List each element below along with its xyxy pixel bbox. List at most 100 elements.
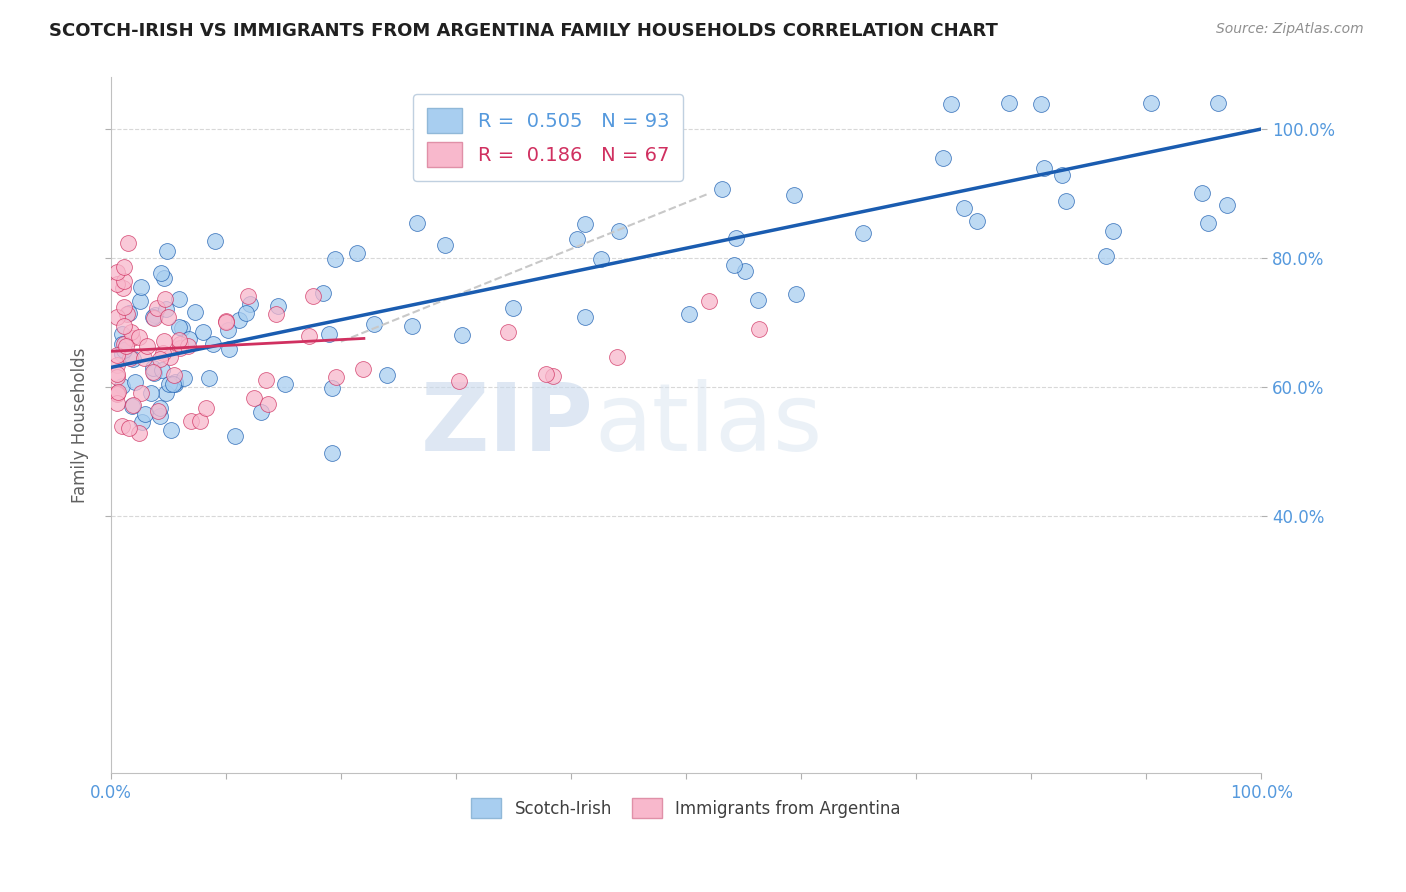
Point <box>318 326 340 341</box>
Point <box>155 385 177 400</box>
Point <box>152 346 174 360</box>
Point <box>239 297 262 311</box>
Point <box>953 201 976 215</box>
Point <box>124 375 146 389</box>
Point <box>434 237 457 252</box>
Point <box>170 320 193 334</box>
Point <box>105 277 128 291</box>
Point <box>325 369 347 384</box>
Point <box>146 404 169 418</box>
Point <box>1033 161 1056 176</box>
Point <box>606 350 628 364</box>
Point <box>321 446 343 460</box>
Text: ZIP: ZIP <box>422 379 593 472</box>
Point <box>118 306 141 320</box>
Point <box>323 252 346 266</box>
Point <box>120 325 142 339</box>
Legend: Scotch-Irish, Immigrants from Argentina: Scotch-Irish, Immigrants from Argentina <box>464 792 907 824</box>
Point <box>184 305 207 319</box>
Point <box>180 414 202 428</box>
Point <box>157 310 180 324</box>
Point <box>534 368 557 382</box>
Point <box>142 361 165 376</box>
Point <box>1191 186 1213 201</box>
Point <box>128 425 150 440</box>
Text: Source: ZipAtlas.com: Source: ZipAtlas.com <box>1216 22 1364 37</box>
Point <box>747 293 769 307</box>
Point <box>697 293 720 308</box>
Point <box>112 336 135 351</box>
Point <box>132 351 155 366</box>
Point <box>723 258 745 272</box>
Point <box>363 317 385 331</box>
Point <box>129 385 152 400</box>
Point <box>121 331 143 345</box>
Point <box>254 374 277 388</box>
Point <box>111 337 134 351</box>
Point <box>112 300 135 314</box>
Point <box>267 300 290 314</box>
Point <box>173 370 195 384</box>
Point <box>118 421 141 435</box>
Point <box>142 366 165 380</box>
Text: SCOTCH-IRISH VS IMMIGRANTS FROM ARGENTINA FAMILY HOUSEHOLDS CORRELATION CHART: SCOTCH-IRISH VS IMMIGRANTS FROM ARGENTIN… <box>49 22 998 40</box>
Point <box>143 310 166 325</box>
Point <box>1050 169 1073 183</box>
Point <box>162 376 184 391</box>
Point <box>725 230 748 244</box>
Point <box>105 359 128 373</box>
Point <box>321 381 343 395</box>
Point <box>115 307 138 321</box>
Point <box>256 397 278 411</box>
Point <box>1095 249 1118 263</box>
Point <box>852 227 875 241</box>
Point <box>941 97 963 112</box>
Point <box>167 320 190 334</box>
Point <box>204 234 226 248</box>
Point <box>111 327 134 342</box>
Point <box>134 407 156 421</box>
Point <box>157 376 180 391</box>
Point <box>447 374 470 388</box>
Point <box>346 246 368 260</box>
Point <box>496 325 519 339</box>
Point <box>236 289 259 303</box>
Point <box>111 378 134 392</box>
Point <box>1206 96 1229 111</box>
Point <box>193 325 215 339</box>
Point <box>149 409 172 423</box>
Point <box>748 322 770 336</box>
Point <box>406 216 429 230</box>
Point <box>149 352 172 367</box>
Point <box>966 214 988 228</box>
Point <box>451 328 474 343</box>
Point <box>112 318 135 333</box>
Point <box>785 287 807 301</box>
Point <box>177 338 200 352</box>
Point <box>112 274 135 288</box>
Point <box>131 415 153 429</box>
Point <box>105 386 128 401</box>
Point <box>155 301 177 316</box>
Point <box>201 337 224 351</box>
Point <box>228 313 250 327</box>
Point <box>145 301 167 315</box>
Point <box>128 293 150 308</box>
Point <box>120 351 142 365</box>
Point <box>218 343 240 357</box>
Point <box>352 362 374 376</box>
Point <box>105 310 128 325</box>
Point <box>105 370 128 384</box>
Point <box>105 396 128 410</box>
Point <box>243 392 266 406</box>
Point <box>734 263 756 277</box>
Point <box>156 244 179 259</box>
Point <box>1197 216 1219 230</box>
Point <box>574 310 596 324</box>
Point <box>574 217 596 231</box>
Point <box>783 188 806 202</box>
Point <box>1102 224 1125 238</box>
Point <box>195 401 218 415</box>
Point <box>541 368 564 383</box>
Point <box>136 339 159 353</box>
